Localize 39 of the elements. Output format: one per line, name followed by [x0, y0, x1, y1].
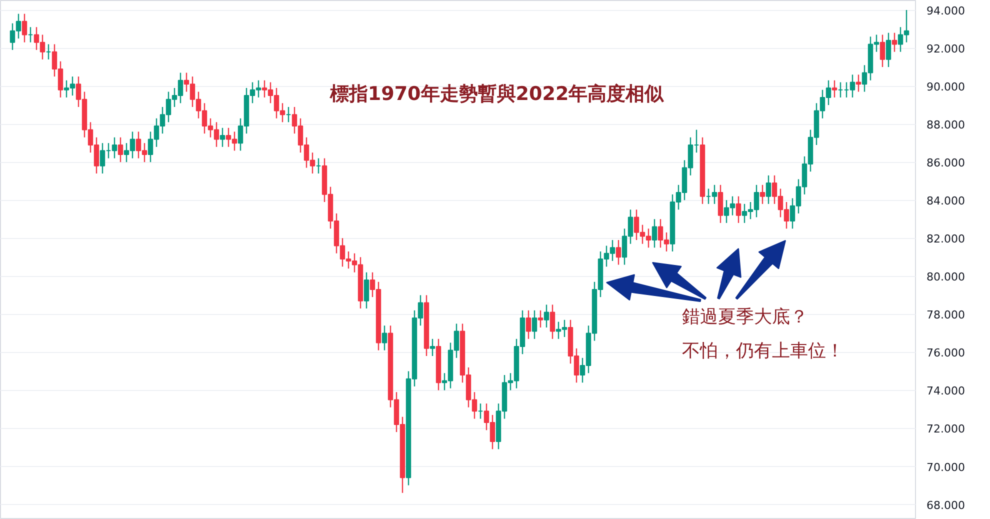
y-tick-label: 88.000 [926, 118, 965, 132]
candlestick [892, 32, 898, 52]
y-tick-label: 68.000 [926, 498, 965, 512]
candlestick [886, 32, 892, 68]
candlestick [364, 272, 370, 310]
candlestick [118, 136, 124, 163]
candlestick [430, 338, 436, 357]
candlestick [880, 34, 886, 68]
candlestick [22, 13, 28, 43]
candlestick [532, 310, 538, 340]
annotation: 錯過夏季大底？ [682, 306, 808, 328]
y-tick-label: 72.000 [926, 422, 965, 436]
y-tick-label: 92.000 [926, 42, 965, 56]
candlestick [856, 74, 862, 92]
y-tick-label: 84.000 [926, 194, 965, 208]
candlestick [718, 184, 724, 224]
y-tick-label: 74.000 [926, 384, 965, 398]
candlestick [220, 127, 226, 148]
annotation: 不怕，仍有上車位！ [682, 340, 844, 362]
candlestick [526, 310, 532, 340]
text: 標指1970年走勢暫與2022年高度相似 [328, 82, 665, 105]
candlestick [736, 196, 742, 224]
candlestick [616, 239, 622, 266]
candlestick [832, 80, 838, 98]
y-tick-label: 82.000 [926, 232, 965, 246]
candlestick [766, 174, 772, 205]
y-tick-label: 94.000 [926, 4, 965, 18]
y-tick-label: 78.000 [926, 308, 965, 322]
y-tick-label: 90.000 [926, 80, 965, 94]
candlestick [550, 304, 556, 340]
candlestick [538, 310, 544, 328]
y-tick-label: 80.000 [926, 270, 965, 284]
candlestick [544, 304, 550, 328]
y-tick-label: 70.000 [926, 460, 965, 474]
candlestick [382, 324, 388, 351]
y-tick-label: 86.000 [926, 156, 965, 170]
candlestick [760, 184, 766, 205]
candlestick [652, 218, 658, 248]
y-tick-label: 76.000 [926, 346, 965, 360]
